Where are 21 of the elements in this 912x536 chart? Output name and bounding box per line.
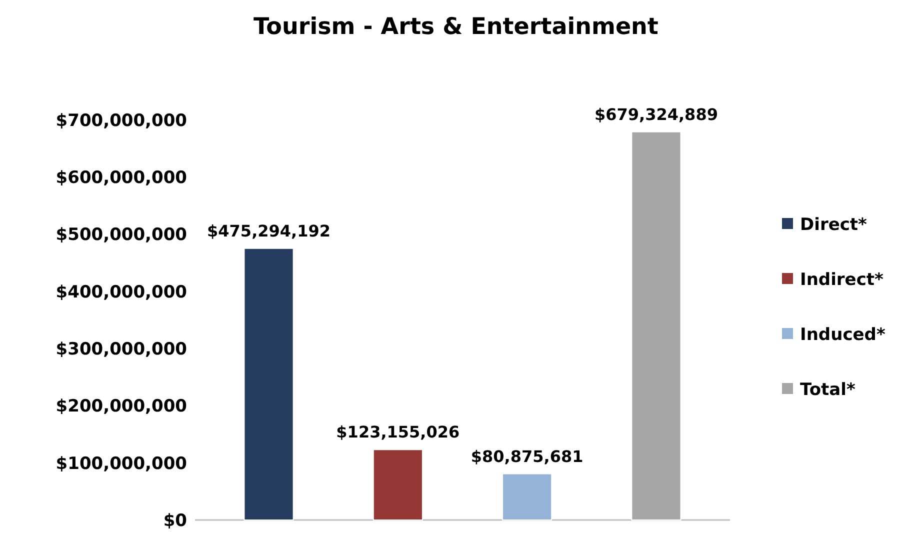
legend-label: Induced* <box>800 324 886 345</box>
y-tick-label: $500,000,000 <box>56 225 188 246</box>
bar <box>502 473 552 520</box>
bar <box>372 449 423 520</box>
bar <box>244 248 294 520</box>
legend-label: Total* <box>800 380 856 400</box>
y-tick-label: $300,000,000 <box>56 340 188 360</box>
data-label: $679,324,889 <box>594 104 718 124</box>
y-tick-label: $700,000,000 <box>56 110 188 131</box>
bar <box>631 131 682 520</box>
y-tick-label: $100,000,000 <box>56 454 188 474</box>
y-tick-label: $200,000,000 <box>56 396 188 417</box>
data-label: $475,294,192 <box>207 221 331 240</box>
y-tick-label: $400,000,000 <box>56 282 188 302</box>
data-label: $80,875,681 <box>470 446 584 466</box>
legend-label: Indirect* <box>800 270 884 290</box>
y-tick-label: $0 <box>163 510 188 531</box>
legend-label: Direct* <box>800 214 868 235</box>
chart-title: Tourism - Arts & Entertainment <box>254 14 658 40</box>
data-label: $123,155,026 <box>336 422 460 442</box>
y-tick-label: $600,000,000 <box>56 168 188 188</box>
